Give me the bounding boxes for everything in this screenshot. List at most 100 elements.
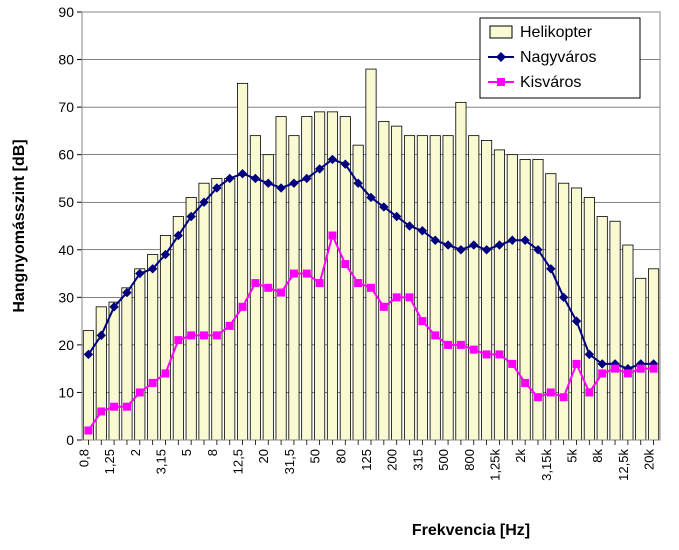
x-tick-label: 5k — [565, 449, 580, 463]
bar-helikopter — [276, 117, 286, 440]
marker-square — [522, 379, 529, 386]
marker-square — [175, 337, 182, 344]
marker-square — [419, 318, 426, 325]
x-tick-label: 5 — [179, 449, 194, 456]
marker-square — [290, 270, 297, 277]
bar-helikopter — [160, 236, 170, 440]
marker-square — [380, 303, 387, 310]
marker-square — [98, 408, 105, 415]
y-tick-label: 40 — [58, 242, 74, 258]
bar-helikopter — [199, 183, 209, 440]
bar-helikopter — [546, 174, 556, 440]
bar-helikopter — [520, 159, 530, 440]
x-tick-label: 1,25 — [102, 449, 117, 474]
bar-helikopter — [353, 145, 363, 440]
x-tick-label: 315 — [410, 449, 425, 471]
x-tick-label: 12,5 — [231, 449, 246, 474]
marker-square — [534, 394, 541, 401]
marker-square — [303, 270, 310, 277]
marker-square — [149, 379, 156, 386]
bar-helikopter — [186, 197, 196, 440]
y-tick-label: 80 — [58, 52, 74, 68]
marker-square — [624, 370, 631, 377]
bar-helikopter — [109, 302, 119, 440]
bar-helikopter — [366, 69, 376, 440]
marker-square — [136, 389, 143, 396]
marker-square — [329, 232, 336, 239]
bar-helikopter — [494, 150, 504, 440]
x-tick-label: 8k — [590, 449, 605, 463]
marker-square — [637, 365, 644, 372]
x-tick-label: 3,15 — [153, 449, 168, 474]
marker-square — [226, 322, 233, 329]
bar-helikopter — [584, 197, 594, 440]
marker-square — [265, 284, 272, 291]
x-tick-label: 500 — [436, 449, 451, 471]
marker-square — [201, 332, 208, 339]
marker-square — [483, 351, 490, 358]
bar-helikopter — [148, 255, 158, 440]
bar-helikopter — [610, 221, 620, 440]
legend-label: Helikopter — [520, 24, 593, 41]
bar-helikopter — [404, 136, 414, 440]
bar-helikopter — [379, 121, 389, 440]
bar-helikopter — [559, 183, 569, 440]
legend-swatch-bar — [490, 26, 512, 38]
marker-square — [470, 346, 477, 353]
marker-square — [368, 284, 375, 291]
marker-square — [316, 280, 323, 287]
bar-helikopter — [392, 126, 402, 440]
marker-square — [213, 332, 220, 339]
legend-label: Nagyváros — [520, 49, 596, 66]
marker-square — [239, 303, 246, 310]
bar-helikopter — [648, 269, 658, 440]
x-tick-label: 80 — [333, 449, 348, 463]
y-tick-label: 0 — [66, 432, 74, 448]
x-axis-label: Frekvencia [Hz] — [412, 522, 530, 539]
marker-square — [599, 370, 606, 377]
marker-square — [85, 427, 92, 434]
marker-square — [445, 341, 452, 348]
y-tick-label: 90 — [58, 4, 74, 20]
x-tick-label: 20k — [642, 449, 657, 470]
marker-square — [650, 365, 657, 372]
y-tick-label: 30 — [58, 289, 74, 305]
x-tick-label: 31,5 — [282, 449, 297, 474]
bar-helikopter — [430, 136, 440, 440]
y-tick-label: 10 — [58, 384, 74, 400]
bar-helikopter — [623, 245, 633, 440]
bar-helikopter — [597, 216, 607, 440]
bar-helikopter — [302, 117, 312, 440]
y-tick-label: 20 — [58, 337, 74, 353]
bar-helikopter — [469, 136, 479, 440]
x-tick-label: 200 — [385, 449, 400, 471]
marker-square — [111, 403, 118, 410]
marker-square — [252, 280, 259, 287]
bar-helikopter — [443, 136, 453, 440]
marker-square — [278, 289, 285, 296]
x-tick-label: 20 — [256, 449, 271, 463]
marker-square — [406, 294, 413, 301]
marker-square — [188, 332, 195, 339]
chart-svg: 0 10 20 30 40 50 60 70 80 90 0,8 1,25 2 3,15 5 8 12,5 20 3… — [0, 0, 679, 550]
x-tick-label: 1,25k — [487, 449, 502, 481]
bar-helikopter — [481, 140, 491, 440]
bar-helikopter — [135, 269, 145, 440]
x-tick-label: 0,8 — [76, 449, 91, 467]
bar-helikopter — [173, 216, 183, 440]
marker-square — [457, 341, 464, 348]
y-tick-label: 50 — [58, 194, 74, 210]
y-tick-label: 70 — [58, 99, 74, 115]
marker-square — [612, 365, 619, 372]
marker-square — [342, 261, 349, 268]
x-tick-label: 8 — [205, 449, 220, 456]
marker-square — [586, 389, 593, 396]
bar-helikopter — [507, 155, 517, 440]
legend-marker-square — [497, 78, 505, 86]
y-tick-label: 60 — [58, 147, 74, 163]
x-tick-label: 2 — [128, 449, 143, 456]
marker-square — [496, 351, 503, 358]
bar-helikopter — [212, 178, 222, 440]
marker-square — [162, 370, 169, 377]
bar-helikopter — [456, 102, 466, 440]
